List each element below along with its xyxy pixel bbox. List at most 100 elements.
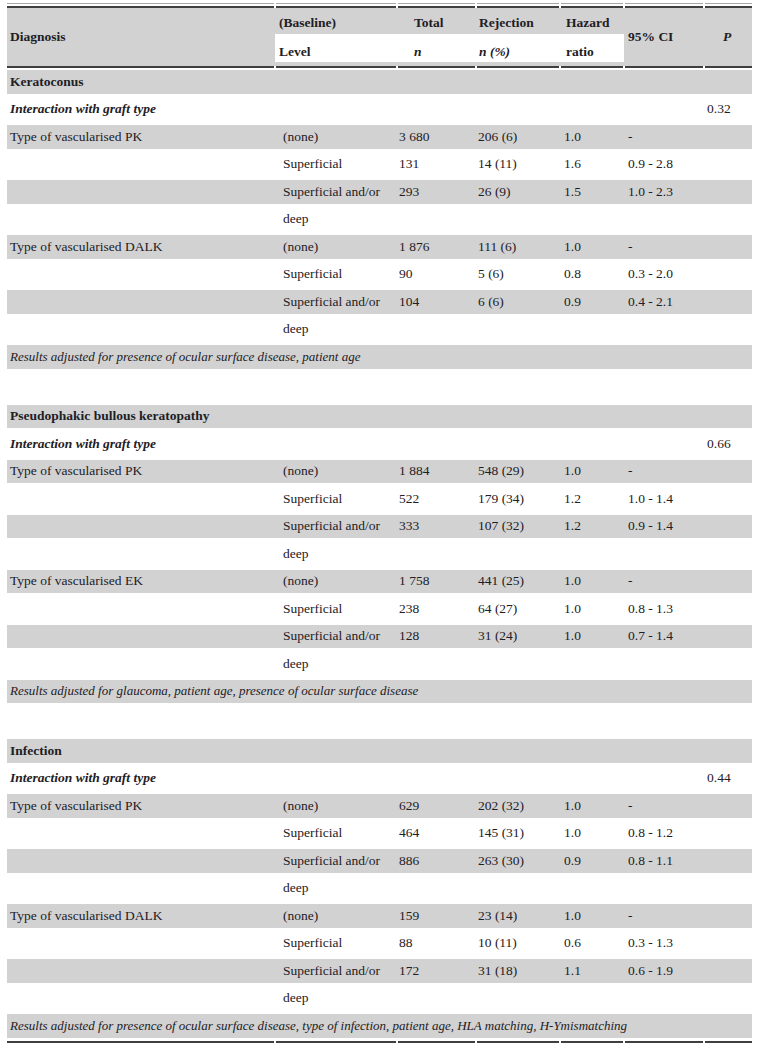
total-cell: 1 884 xyxy=(398,463,477,479)
p-value: 0.44 xyxy=(705,770,752,786)
diagnosis-cell: Type of vascularised PK xyxy=(7,463,276,479)
table-row: Superficial and/or 886 263 (30) 0.9 0.8 … xyxy=(7,847,752,875)
ci-cell: - xyxy=(625,463,705,479)
footnote-row: Results adjusted for presence of ocular … xyxy=(7,343,752,371)
total-cell: 886 xyxy=(398,853,477,869)
level-cell: deep xyxy=(276,321,398,337)
total-cell: 172 xyxy=(398,963,477,979)
section-pbk: Pseudophakic bullous keratopathy Interac… xyxy=(7,403,752,706)
hazard-ratio-table: Diagnosis (Baseline) Total Rejection Haz… xyxy=(7,3,752,1043)
paper-table-page: Diagnosis (Baseline) Total Rejection Haz… xyxy=(0,0,761,1053)
total-cell: 333 xyxy=(398,518,477,534)
footnote-text: Results adjusted for glaucoma, patient a… xyxy=(7,683,752,699)
hazard-cell: 1.0 xyxy=(561,129,625,145)
header-level: Level xyxy=(276,38,398,66)
level-cell: (none) xyxy=(276,798,398,814)
level-cell: Superficial xyxy=(276,491,398,507)
header-n-pct: n (%) xyxy=(477,38,561,66)
table-bottom-rule xyxy=(7,1041,752,1043)
diagnosis-cell: Type of vascularised PK xyxy=(7,129,276,145)
table-row: Superficial 238 64 (27) 1.0 0.8 - 1.3 xyxy=(7,595,752,623)
rejection-cell: 263 (30) xyxy=(477,853,561,869)
hazard-cell: 0.8 xyxy=(561,266,625,282)
level-cell: deep xyxy=(276,990,398,1006)
interaction-row: Interaction with graft type 0.66 xyxy=(7,430,752,458)
diagnosis-cell: Type of vascularised EK xyxy=(7,573,276,589)
table-row: Superficial and/or 128 31 (24) 1.0 0.7 -… xyxy=(7,623,752,651)
ci-cell: 0.6 - 1.9 xyxy=(625,963,705,979)
ci-cell: 0.8 - 1.2 xyxy=(625,825,705,841)
table-row: Type of vascularised DALK (none) 159 23 … xyxy=(7,902,752,930)
total-cell: 88 xyxy=(398,935,477,951)
total-cell: 629 xyxy=(398,798,477,814)
hazard-cell: 1.0 xyxy=(561,239,625,255)
diagnosis-cell: Type of vascularised DALK xyxy=(7,908,276,924)
hazard-cell: 1.0 xyxy=(561,908,625,924)
section-infection: Infection Interaction with graft type 0.… xyxy=(7,737,752,1040)
table-row: Superficial 90 5 (6) 0.8 0.3 - 2.0 xyxy=(7,261,752,289)
header-hazard: Hazard xyxy=(561,8,625,38)
table-row: deep xyxy=(7,650,752,678)
level-cell: Superficial xyxy=(276,825,398,841)
ci-cell: - xyxy=(625,129,705,145)
total-cell: 522 xyxy=(398,491,477,507)
table-row: Type of vascularised PK (none) 3 680 206… xyxy=(7,123,752,151)
level-cell: Superficial xyxy=(276,156,398,172)
ci-cell: 0.8 - 1.3 xyxy=(625,601,705,617)
table-header: Diagnosis (Baseline) Total Rejection Haz… xyxy=(7,8,752,66)
total-cell: 293 xyxy=(398,184,477,200)
rejection-cell: 548 (29) xyxy=(477,463,561,479)
section-title: Infection xyxy=(7,743,752,759)
interaction-label: Interaction with graft type xyxy=(7,101,705,117)
level-cell: (none) xyxy=(276,463,398,479)
rejection-cell: 31 (24) xyxy=(477,628,561,644)
level-cell: deep xyxy=(276,211,398,227)
footnote-row: Results adjusted for presence of ocular … xyxy=(7,1012,752,1040)
level-cell: Superficial and/or xyxy=(276,294,398,310)
table-row: Superficial and/or 333 107 (32) 1.2 0.9 … xyxy=(7,513,752,541)
header-ci: 95% CI xyxy=(625,8,705,66)
level-cell: Superficial xyxy=(276,935,398,951)
table-row: Superficial and/or 104 6 (6) 0.9 0.4 - 2… xyxy=(7,288,752,316)
rejection-cell: 107 (32) xyxy=(477,518,561,534)
level-cell: deep xyxy=(276,880,398,896)
header-ratio: ratio xyxy=(561,38,625,66)
table-top-rule-light xyxy=(7,3,752,4)
diagnosis-cell: Type of vascularised PK xyxy=(7,798,276,814)
table-row: Superficial and/or 172 31 (18) 1.1 0.6 -… xyxy=(7,957,752,985)
table-row: deep xyxy=(7,985,752,1013)
header-p: P xyxy=(705,8,752,66)
total-cell: 104 xyxy=(398,294,477,310)
total-cell: 1 876 xyxy=(398,239,477,255)
section-title: Pseudophakic bullous keratopathy xyxy=(7,408,752,424)
level-cell: Superficial and/or xyxy=(276,628,398,644)
total-cell: 238 xyxy=(398,601,477,617)
table-row: Type of vascularised EK (none) 1 758 441… xyxy=(7,568,752,596)
table-row: Type of vascularised PK (none) 629 202 (… xyxy=(7,792,752,820)
hazard-cell: 1.2 xyxy=(561,491,625,507)
table-row: Superficial 464 145 (31) 1.0 0.8 - 1.2 xyxy=(7,820,752,848)
diagnosis-cell: Type of vascularised DALK xyxy=(7,239,276,255)
hazard-cell: 1.0 xyxy=(561,825,625,841)
rejection-cell: 14 (11) xyxy=(477,156,561,172)
hazard-cell: 1.2 xyxy=(561,518,625,534)
hazard-cell: 1.5 xyxy=(561,184,625,200)
level-cell: (none) xyxy=(276,573,398,589)
table-row: Superficial 131 14 (11) 1.6 0.9 - 2.8 xyxy=(7,151,752,179)
total-cell: 128 xyxy=(398,628,477,644)
hazard-cell: 1.0 xyxy=(561,463,625,479)
ci-cell: 1.0 - 2.3 xyxy=(625,184,705,200)
hazard-cell: 0.6 xyxy=(561,935,625,951)
ci-cell: 0.4 - 2.1 xyxy=(625,294,705,310)
level-cell: Superficial xyxy=(276,601,398,617)
footnote-text: Results adjusted for presence of ocular … xyxy=(7,349,752,365)
table-row: deep xyxy=(7,316,752,344)
table-row: Superficial 522 179 (34) 1.2 1.0 - 1.4 xyxy=(7,485,752,513)
ci-cell: 0.3 - 2.0 xyxy=(625,266,705,282)
p-value: 0.32 xyxy=(705,101,752,117)
total-cell: 1 758 xyxy=(398,573,477,589)
section-title: Keratoconus xyxy=(7,74,752,90)
header-rejection: Rejection xyxy=(477,8,561,38)
total-cell: 464 xyxy=(398,825,477,841)
p-value: 0.66 xyxy=(705,436,752,452)
